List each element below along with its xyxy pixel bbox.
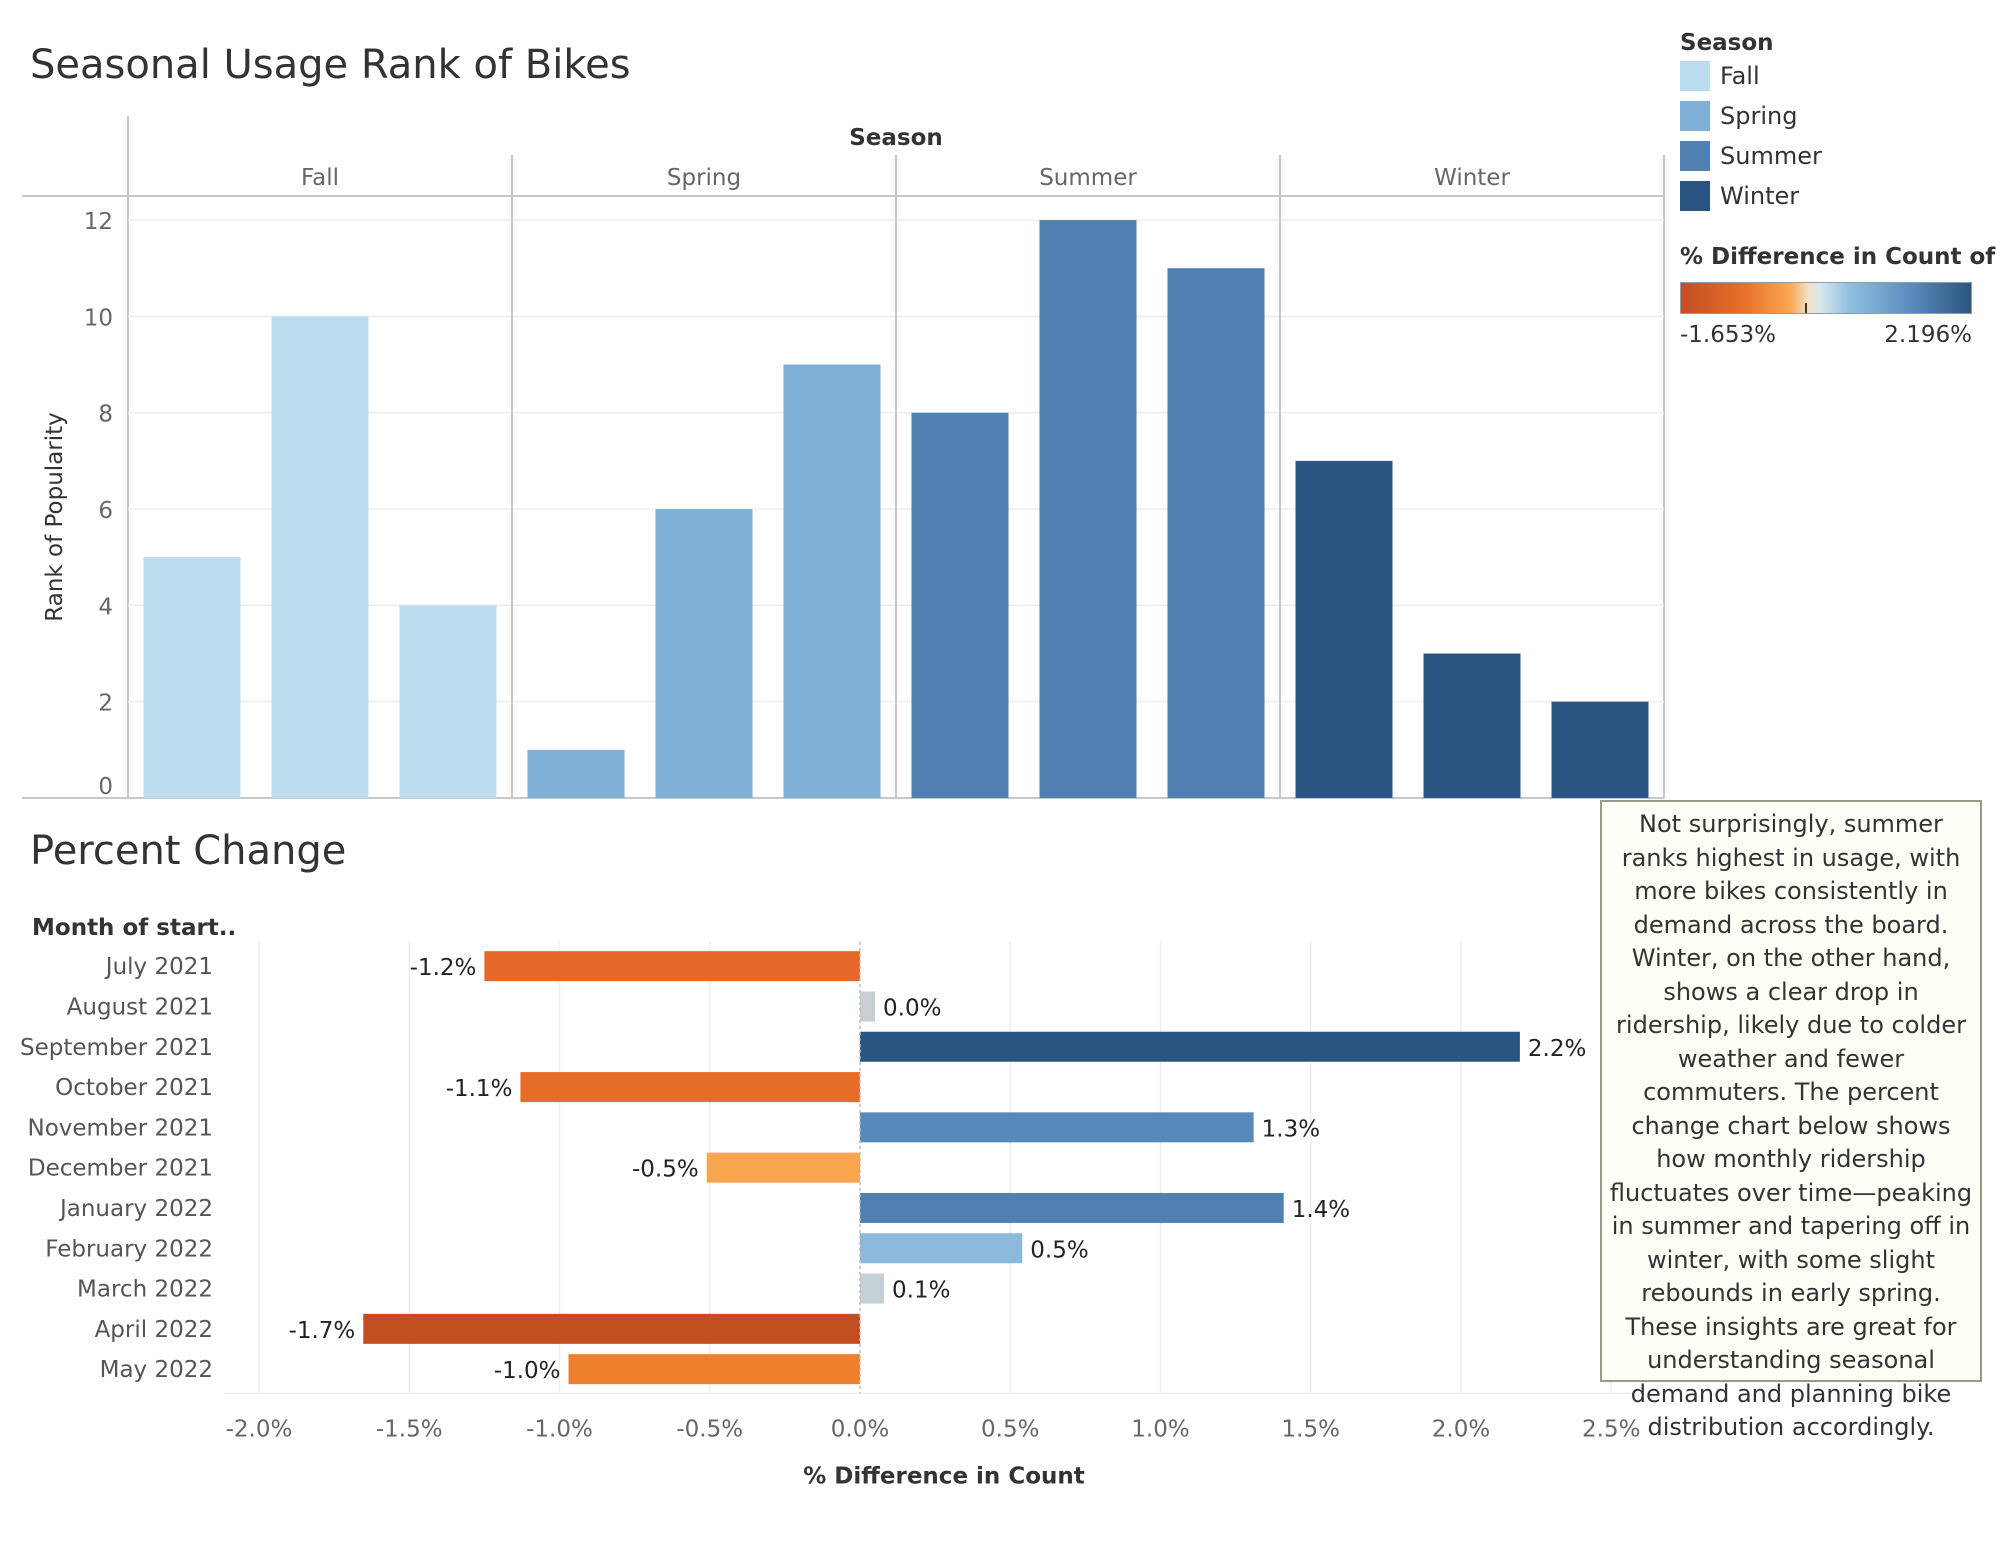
x-tick-label: -1.0% [526,1416,593,1442]
color-legend-max: 2.196% [1884,322,1972,348]
pc-data-label: 0.1% [892,1278,950,1304]
pc-data-label: 0.5% [1030,1237,1088,1263]
pc-bar[interactable] [860,1031,1520,1062]
rank-chart-title: Seasonal Usage Rank of Bikes [30,42,631,88]
row-label: January 2022 [58,1196,213,1222]
pc-bar[interactable] [860,1112,1254,1143]
season-header-winter: Winter [1434,165,1510,191]
season-legend: Season Fall Spring Summer Winter [1680,30,1980,216]
season-legend-title: Season [1680,30,1774,56]
y-tick-label: 4 [98,594,113,620]
x-tick-label: 2.0% [1432,1416,1490,1442]
bar-summer-1[interactable] [911,412,1009,798]
row-header: Month of start.. [32,915,236,941]
legend-label: Spring [1720,102,1798,130]
row-label: December 2021 [28,1156,213,1182]
x-axis-label: % Difference in Count [803,1463,1085,1489]
y-tick-label: 10 [84,305,113,331]
pc-data-label: -0.5% [632,1157,699,1183]
row-label: July 2021 [104,954,213,980]
color-legend: % Difference in Count of .. -1.653% 2.19… [1680,244,2002,348]
x-tick-label: -1.5% [376,1416,443,1442]
row-label: May 2022 [100,1357,213,1383]
pc-data-label: -1.7% [289,1318,356,1344]
legend-item-winter[interactable]: Winter [1680,176,1980,216]
legend-swatch [1680,141,1710,171]
bar-summer-2[interactable] [1039,220,1137,798]
pc-data-label: 2.2% [1528,1036,1586,1062]
legend-label: Fall [1720,62,1760,90]
bar-winter-3[interactable] [1551,701,1649,798]
season-header-fall: Fall [301,165,339,191]
y-axis-label: Rank of Popularity [42,412,68,622]
legend-label: Summer [1720,142,1822,170]
x-tick-label: -0.5% [676,1416,743,1442]
x-tick-label: -2.0% [226,1416,293,1442]
pc-bar[interactable] [860,1233,1023,1264]
row-label: October 2021 [55,1075,213,1101]
x-tick-label: 0.0% [831,1416,889,1442]
color-gradient-bar [1680,282,1972,314]
pc-data-label: -1.1% [446,1076,513,1102]
season-header-summer: Summer [1039,165,1137,191]
legend-item-summer[interactable]: Summer [1680,136,1980,176]
pc-data-label: 1.3% [1262,1116,1320,1142]
row-label: April 2022 [95,1317,213,1343]
percent-change-title: Percent Change [30,828,347,874]
x-tick-label: 2.5% [1582,1416,1640,1442]
y-tick-label: 6 [98,498,113,524]
legend-swatch [1680,181,1710,211]
row-label: August 2021 [67,994,213,1020]
pc-bar[interactable] [568,1354,860,1385]
bar-winter-2[interactable] [1423,653,1521,798]
pc-data-label: -1.0% [494,1358,561,1384]
y-tick-label: 8 [98,402,113,428]
x-tick-label: 1.5% [1282,1416,1340,1442]
bar-fall-3[interactable] [399,605,497,798]
bar-spring-1[interactable] [527,749,625,798]
bar-fall-1[interactable] [143,557,241,798]
row-label: March 2022 [77,1277,213,1303]
pc-bar[interactable] [860,1273,885,1304]
row-label: November 2021 [28,1115,214,1141]
pc-bar[interactable] [860,1192,1284,1223]
pc-data-label: -1.2% [410,955,477,981]
color-legend-title: % Difference in Count of .. [1680,244,2002,270]
legend-swatch [1680,101,1710,131]
y-tick-label: 12 [84,209,113,235]
annotation-note: Not surprisingly, summer ranks highest i… [1600,800,1982,1441]
bar-summer-3[interactable] [1167,268,1265,798]
pc-bar[interactable] [484,951,860,982]
bar-fall-2[interactable] [271,316,369,798]
pc-bar[interactable] [706,1152,860,1183]
x-tick-label: 0.5% [981,1416,1039,1442]
pc-bar[interactable] [363,1313,860,1344]
row-label: February 2022 [45,1236,213,1262]
y-tick-label: 2 [98,691,113,717]
season-column-header: Season [849,125,943,151]
rank-chart: Season 0 2 4 6 8 10 12 Rank of Popularity Fall Spr… [22,116,1665,800]
bar-spring-2[interactable] [655,509,753,798]
pc-bar[interactable] [860,991,876,1022]
bar-spring-3[interactable] [783,364,881,798]
legend-item-fall[interactable]: Fall [1680,56,1980,96]
bar-winter-1[interactable] [1295,460,1393,798]
x-tick-label: 1.0% [1131,1416,1189,1442]
pc-data-label: 0.0% [883,995,941,1021]
legend-label: Winter [1720,182,1800,210]
color-legend-min: -1.653% [1680,322,1776,348]
legend-swatch [1680,61,1710,91]
season-header-spring: Spring [667,165,741,191]
y-tick-label: 0 [98,774,113,800]
row-label: September 2021 [20,1035,213,1061]
pc-data-label: 1.4% [1292,1197,1350,1223]
legend-item-spring[interactable]: Spring [1680,96,1980,136]
pc-bar[interactable] [520,1072,860,1103]
